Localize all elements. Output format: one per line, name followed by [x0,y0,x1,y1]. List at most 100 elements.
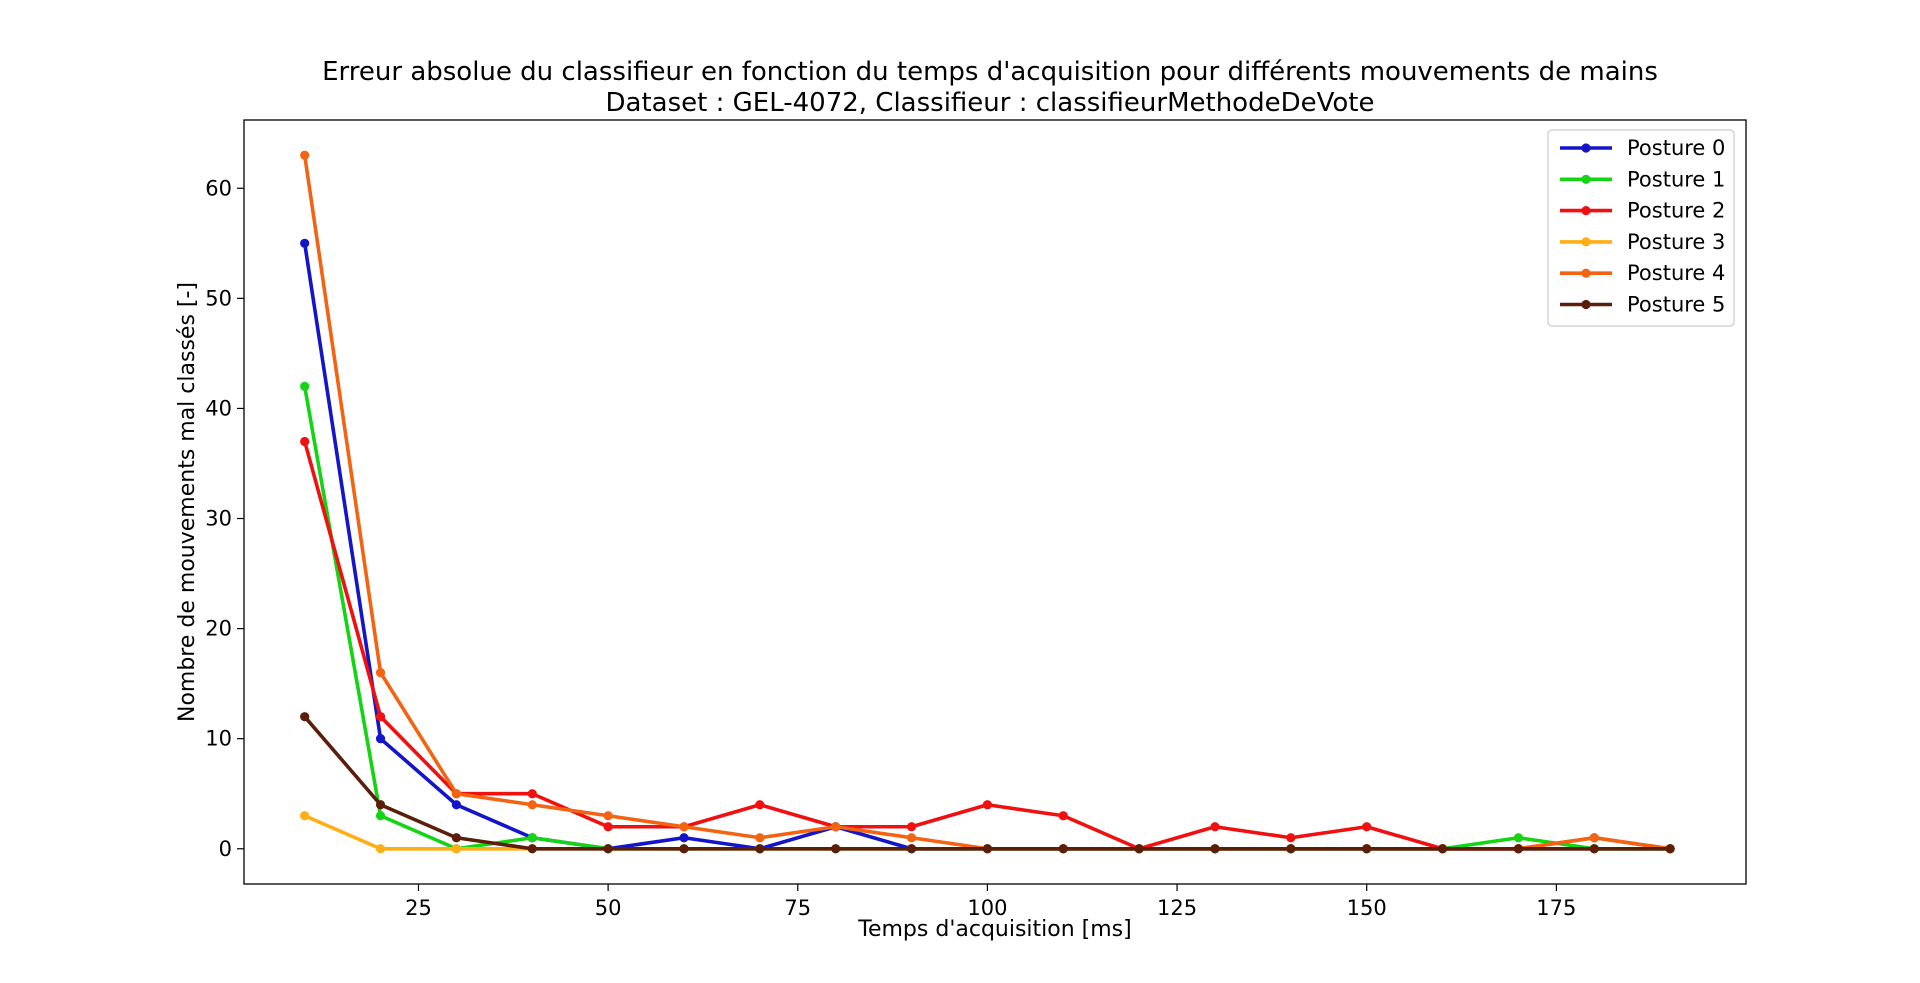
data-point [1058,811,1068,821]
legend-entry: Posture 5 [1560,293,1725,317]
data-point [603,811,613,821]
data-point [906,822,917,832]
data-point [603,822,613,832]
series-layer [300,150,1675,854]
data-point [1210,844,1220,854]
data-point [451,844,462,854]
series-5 [300,712,1675,854]
data-point [300,381,310,392]
data-point [982,800,993,810]
data-point [375,800,386,810]
y-tick-label: 50 [205,286,232,310]
series-0 [300,238,1675,854]
x-tick-label: 25 [405,896,432,920]
y-tick-label: 60 [205,176,232,200]
data-point [300,712,310,722]
legend-entry: Posture 2 [1560,199,1725,223]
legend-marker [1581,299,1591,310]
data-point [1286,844,1296,854]
x-tick-label: 175 [1536,896,1576,920]
x-tick-label: 50 [595,896,622,920]
series-line [302,153,1672,851]
legend-marker [1581,237,1591,247]
data-point [1665,844,1675,854]
data-point [375,844,386,854]
legend-marker [1581,268,1591,278]
y-axis-label: Nombre de mouvements mal classés [-] [175,282,200,722]
series-line [302,241,1672,851]
data-point [451,789,462,799]
data-point [679,844,689,854]
legend-entry: Posture 0 [1560,136,1725,160]
data-point [755,833,765,843]
x-tick-label: 75 [784,896,811,920]
x-tick-label: 100 [967,896,1007,920]
data-point [451,800,462,810]
data-point [1058,844,1068,854]
series-1 [300,381,1675,854]
legend-label: Posture 4 [1627,261,1725,285]
data-point [1589,833,1599,843]
legend-marker [1581,206,1591,216]
plot-frame [243,119,1747,885]
data-point [375,734,386,744]
data-point [755,800,765,810]
data-point [679,833,689,843]
data-point [906,833,917,843]
y-tick-label: 20 [205,617,232,641]
data-point [755,844,765,854]
data-point [1362,844,1372,854]
data-point [375,811,386,821]
series-2 [300,436,1675,854]
series-line [302,384,1672,851]
data-point [527,844,537,854]
data-point [300,238,310,248]
data-point [1134,844,1144,854]
data-point [831,844,841,854]
data-point [300,811,310,821]
y-tick-label: 10 [205,727,232,751]
legend-entry: Posture 3 [1560,230,1725,254]
legend: Posture 0 Posture 1 Posture 2 Posture 3 Post… [1547,129,1735,327]
series-4 [300,150,1675,854]
x-tick-label: 150 [1347,896,1387,920]
data-point [1513,833,1524,843]
data-point [603,844,613,854]
data-point [1513,844,1524,854]
legend-label: Posture 2 [1627,199,1725,223]
legend-label: Posture 1 [1627,167,1725,191]
data-point [831,822,841,832]
legend-label: Posture 3 [1627,230,1725,254]
data-point [375,668,386,678]
data-point [451,833,462,843]
legend-label: Posture 0 [1627,136,1725,160]
data-point [1589,844,1599,854]
legend-entry: Posture 4 [1560,261,1725,285]
x-tick-label: 125 [1157,896,1197,920]
data-point [982,844,993,854]
y-tick-label: 40 [205,396,232,420]
data-point [906,844,917,854]
data-point [1210,822,1220,832]
data-point [375,712,386,722]
data-point [1286,833,1296,843]
legend-entry: Posture 1 [1560,167,1725,191]
series-line [302,439,1672,851]
data-point [679,822,689,832]
y-tick-label: 0 [219,837,232,861]
legend-marker [1581,174,1591,184]
data-point [300,150,310,160]
data-point [527,789,537,799]
x-axis-label: Temps d'acquisition [ms] [857,917,1131,942]
legend-marker [1581,143,1591,153]
data-point [300,436,310,447]
data-point [527,800,537,810]
axis-ticks: 25 50 75 100 125 150 175 0 10 20 30 40 50 60 [205,176,1576,920]
data-point [1362,822,1372,832]
chart-subtitle: Dataset : GEL-4072, Classifieur : classi… [606,88,1375,118]
chart-title: Erreur absolue du classifieur en fonctio… [322,57,1658,87]
legend-label: Posture 5 [1627,293,1725,317]
data-point [1437,844,1448,854]
y-tick-label: 30 [205,507,232,531]
